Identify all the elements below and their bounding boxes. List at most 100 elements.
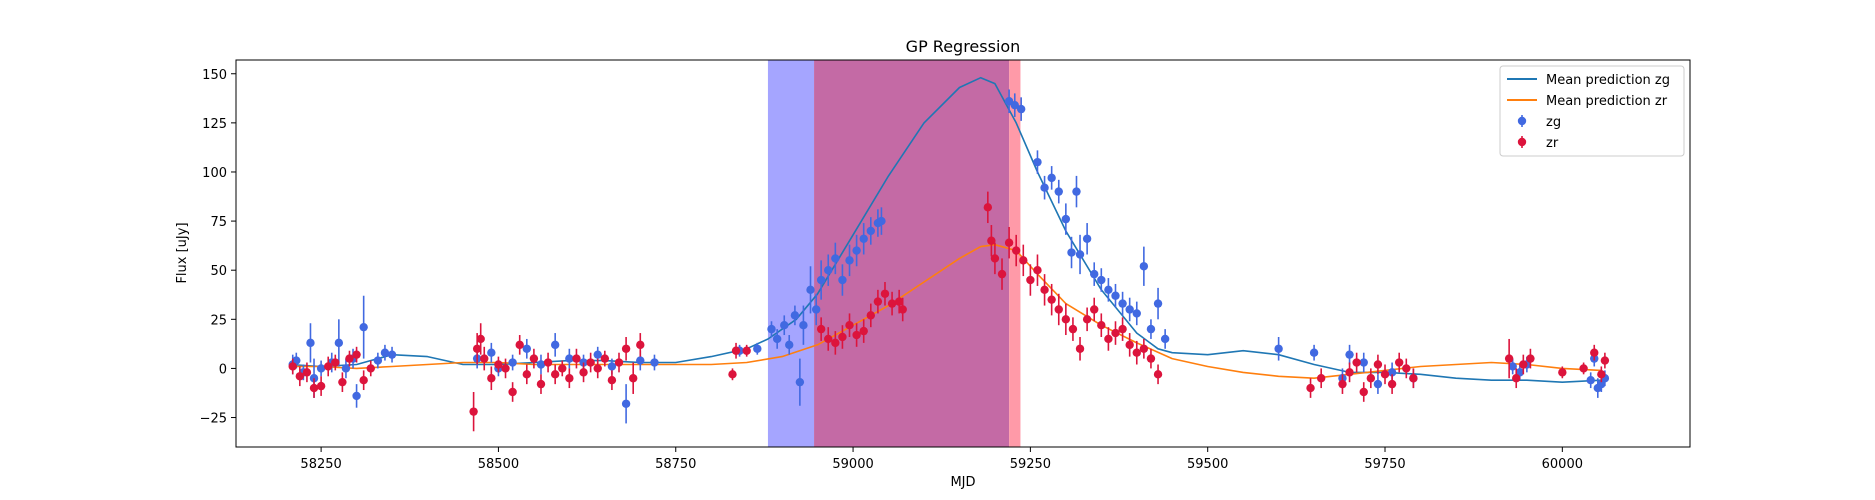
marker (1011, 246, 1021, 255)
marker (1380, 370, 1390, 379)
point-zr (1519, 354, 1528, 375)
point-zr (728, 368, 737, 381)
point-zg (1345, 344, 1354, 365)
point-zr (536, 374, 546, 394)
point-zg (565, 348, 574, 369)
marker (522, 344, 531, 353)
point-zr (1125, 333, 1134, 357)
point-zg (753, 342, 762, 355)
marker (1316, 374, 1326, 383)
point-zr (845, 313, 854, 337)
marker (1309, 348, 1319, 357)
point-zr (1409, 368, 1418, 389)
point-zr (600, 350, 610, 367)
point-zr (1316, 368, 1326, 389)
marker (877, 216, 886, 226)
point-zr (859, 319, 868, 343)
point-zr (1558, 366, 1567, 379)
point-zg (772, 329, 782, 349)
mean-line-0 (289, 76, 1602, 383)
point-zr (898, 297, 907, 322)
point-zr (338, 372, 347, 392)
point-zr (1118, 317, 1127, 341)
marker (816, 275, 826, 285)
marker (515, 340, 524, 350)
marker (302, 368, 312, 377)
point-zr (1600, 352, 1610, 369)
point-zr (1146, 348, 1156, 369)
legend-label-0: Mean prediction zg (1546, 73, 1670, 88)
legend: Mean prediction zg Mean prediction zr zg zr (1499, 65, 1685, 157)
point-zg (1075, 234, 1085, 275)
marker (1373, 379, 1383, 389)
marker (501, 364, 510, 373)
legend-label-2: zg (1546, 115, 1561, 130)
point-zg (1090, 262, 1099, 286)
legend-box (1499, 65, 1685, 157)
legend-label-1: Mean prediction zr (1546, 94, 1668, 109)
marker (1387, 379, 1397, 389)
point-zg (767, 321, 776, 337)
point-zr (565, 368, 574, 389)
y-axis-ticks: −25 0 25 50 75 100 125 150 (200, 68, 236, 427)
point-zg (866, 217, 875, 245)
marker (1508, 362, 1517, 371)
marker (1526, 354, 1535, 363)
marker (824, 265, 833, 275)
marker (345, 354, 354, 363)
marker (831, 254, 840, 263)
point-zr (816, 317, 826, 341)
marker (1104, 285, 1113, 295)
marker (1097, 275, 1106, 285)
marker (380, 348, 390, 357)
marker (1359, 387, 1368, 397)
marker (1040, 183, 1049, 192)
point-zr (1597, 366, 1606, 383)
point-zr (1104, 327, 1113, 351)
marker (508, 387, 517, 397)
point-zr (997, 258, 1007, 290)
marker (1118, 324, 1127, 334)
marker (1054, 187, 1063, 196)
marker (359, 376, 368, 385)
marker (316, 364, 326, 373)
marker (1132, 309, 1141, 318)
marker (352, 391, 361, 401)
point-zr (1111, 321, 1120, 345)
marker (1067, 248, 1076, 257)
marker (579, 358, 588, 367)
marker (1004, 238, 1014, 247)
marker (780, 321, 789, 330)
x-tick-label: 60000 (1542, 457, 1583, 472)
marker (852, 330, 861, 340)
point-zg (824, 254, 833, 286)
point-zg (1010, 93, 1019, 117)
marker (1068, 324, 1078, 334)
marker (845, 256, 854, 265)
marker (1387, 368, 1397, 377)
point-zr (309, 378, 319, 398)
marker (529, 354, 539, 363)
marker (565, 354, 574, 363)
point-zr (487, 366, 496, 391)
point-zr (1132, 340, 1141, 365)
marker (1139, 344, 1149, 353)
point-zg (1274, 336, 1283, 361)
point-zr (1153, 364, 1163, 385)
marker (859, 326, 868, 336)
point-zg (536, 354, 546, 375)
marker (621, 344, 631, 353)
point-zg (380, 344, 390, 361)
point-zr (1338, 374, 1347, 394)
marker (845, 321, 854, 330)
y-tick-label: 100 (202, 166, 227, 181)
point-zg (621, 384, 631, 424)
marker (728, 370, 737, 379)
marker (1132, 348, 1141, 357)
marker (811, 305, 821, 314)
point-zr (1504, 338, 1514, 379)
marker (306, 338, 315, 348)
point-zr (831, 331, 840, 355)
marker (1558, 368, 1567, 377)
point-zr (1068, 317, 1078, 341)
